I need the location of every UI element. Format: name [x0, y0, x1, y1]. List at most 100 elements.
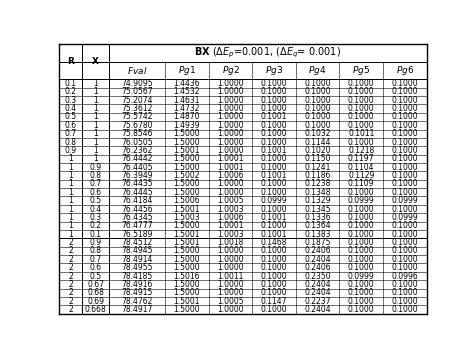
Text: 1.0000: 1.0000	[217, 179, 244, 188]
Text: 1.0003: 1.0003	[217, 205, 244, 213]
Text: 0.1000: 0.1000	[304, 79, 331, 88]
Text: 0.5: 0.5	[90, 272, 101, 280]
Text: 0.1000: 0.1000	[348, 213, 374, 222]
Text: 76.4456: 76.4456	[121, 205, 153, 213]
Text: 2: 2	[68, 305, 73, 314]
Text: 0.1001: 0.1001	[261, 171, 287, 180]
Text: 0.1348: 0.1348	[304, 188, 331, 197]
Text: 78.4914: 78.4914	[121, 255, 153, 264]
Text: 1.0000: 1.0000	[217, 288, 244, 297]
Text: 0.7: 0.7	[90, 255, 101, 264]
Text: 1.0000: 1.0000	[217, 138, 244, 147]
Text: 76.4442: 76.4442	[121, 154, 153, 163]
Text: 0.1000: 0.1000	[261, 96, 287, 105]
Text: 0.1000: 0.1000	[392, 113, 418, 121]
Text: 1.5000: 1.5000	[173, 179, 200, 188]
Text: 1.5001: 1.5001	[173, 205, 200, 213]
Text: 0.1000: 0.1000	[392, 246, 418, 255]
Text: 0.1218: 0.1218	[348, 146, 374, 155]
Text: 76.0505: 76.0505	[121, 138, 153, 147]
Text: 0.1000: 0.1000	[348, 221, 374, 230]
Text: $\mathit{Pg4}$: $\mathit{Pg4}$	[309, 64, 327, 77]
Text: 75.8546: 75.8546	[121, 129, 153, 138]
Text: 0.1: 0.1	[64, 79, 77, 88]
Text: 0.2404: 0.2404	[304, 288, 331, 297]
Text: 1.4532: 1.4532	[173, 87, 200, 96]
Text: 0.1000: 0.1000	[261, 87, 287, 96]
Text: R: R	[67, 57, 74, 66]
Text: 75.0567: 75.0567	[121, 87, 153, 96]
Text: 0.1000: 0.1000	[392, 288, 418, 297]
Text: 2: 2	[68, 272, 73, 280]
Text: 1.0003: 1.0003	[217, 230, 244, 239]
Text: 76.4184: 76.4184	[121, 196, 153, 205]
Text: 76.3949: 76.3949	[121, 171, 153, 180]
Text: 1.0000: 1.0000	[217, 263, 244, 272]
Text: 0.1238: 0.1238	[304, 179, 331, 188]
Text: 0.1000: 0.1000	[392, 205, 418, 213]
Text: 0.9: 0.9	[90, 163, 101, 172]
Text: 1.0000: 1.0000	[217, 79, 244, 88]
Text: 1.5002: 1.5002	[173, 171, 200, 180]
Text: 76.5189: 76.5189	[121, 230, 153, 239]
Text: 0.1129: 0.1129	[348, 171, 374, 180]
Text: $\mathit{Pg3}$: $\mathit{Pg3}$	[265, 64, 283, 77]
Text: 0.5: 0.5	[64, 113, 77, 121]
Text: 0.1020: 0.1020	[304, 146, 331, 155]
Text: 0.1: 0.1	[90, 230, 101, 239]
Text: 1.5016: 1.5016	[173, 272, 200, 280]
Text: 1: 1	[68, 230, 73, 239]
Text: 1: 1	[68, 221, 73, 230]
Text: 0.1000: 0.1000	[261, 221, 287, 230]
Text: 1.4631: 1.4631	[173, 96, 200, 105]
Text: 1: 1	[68, 213, 73, 222]
Text: 1: 1	[93, 104, 98, 113]
Text: 0.1000: 0.1000	[392, 104, 418, 113]
Text: 0.0999: 0.0999	[392, 213, 418, 222]
Text: 76.4405: 76.4405	[121, 163, 153, 172]
Text: 0.1011: 0.1011	[348, 129, 374, 138]
Text: 1.5001: 1.5001	[173, 146, 200, 155]
Text: 0.1000: 0.1000	[261, 272, 287, 280]
Text: 0.1000: 0.1000	[261, 138, 287, 147]
Text: 0.7: 0.7	[90, 179, 101, 188]
Text: 0.1104: 0.1104	[348, 163, 374, 172]
Text: 1: 1	[93, 79, 98, 88]
Text: 1: 1	[93, 87, 98, 96]
Text: 0.2404: 0.2404	[304, 305, 331, 314]
Text: 0.1000: 0.1000	[392, 138, 418, 147]
Text: 0.1000: 0.1000	[348, 263, 374, 272]
Text: 0.1000: 0.1000	[348, 87, 374, 96]
Text: 1.0000: 1.0000	[217, 146, 244, 155]
Text: 1.5000: 1.5000	[173, 288, 200, 297]
Text: 0.9: 0.9	[90, 238, 101, 247]
Text: 0.1000: 0.1000	[392, 154, 418, 163]
Text: 0.9: 0.9	[64, 146, 77, 155]
Text: 0.1000: 0.1000	[348, 255, 374, 264]
Text: 0.1000: 0.1000	[392, 238, 418, 247]
Text: 0.1329: 0.1329	[304, 196, 331, 205]
Text: 1.0000: 1.0000	[217, 104, 244, 113]
Text: 0.1000: 0.1000	[392, 305, 418, 314]
Text: 0.1001: 0.1001	[261, 113, 287, 121]
Text: 0.1000: 0.1000	[261, 255, 287, 264]
Text: 0.1000: 0.1000	[348, 280, 374, 289]
Text: 0.1000: 0.1000	[348, 246, 374, 255]
Text: 76.2362: 76.2362	[121, 146, 153, 155]
Text: $\mathit{Pg6}$: $\mathit{Pg6}$	[396, 64, 414, 77]
Text: 0.1000: 0.1000	[392, 163, 418, 172]
Text: 1.0006: 1.0006	[217, 213, 244, 222]
Text: 1.5006: 1.5006	[173, 196, 200, 205]
Text: 0.1000: 0.1000	[304, 96, 331, 105]
Text: 1: 1	[68, 171, 73, 180]
Text: 0.67: 0.67	[87, 280, 104, 289]
Text: 0.1345: 0.1345	[304, 205, 331, 213]
Text: 0.1000: 0.1000	[261, 163, 287, 172]
Text: 0.1000: 0.1000	[348, 188, 374, 197]
Text: 75.5742: 75.5742	[121, 113, 153, 121]
Text: 0.1000: 0.1000	[392, 179, 418, 188]
Text: 0.1000: 0.1000	[261, 79, 287, 88]
Text: 1: 1	[68, 163, 73, 172]
Text: 1: 1	[68, 154, 73, 163]
Text: 0.68: 0.68	[87, 288, 104, 297]
